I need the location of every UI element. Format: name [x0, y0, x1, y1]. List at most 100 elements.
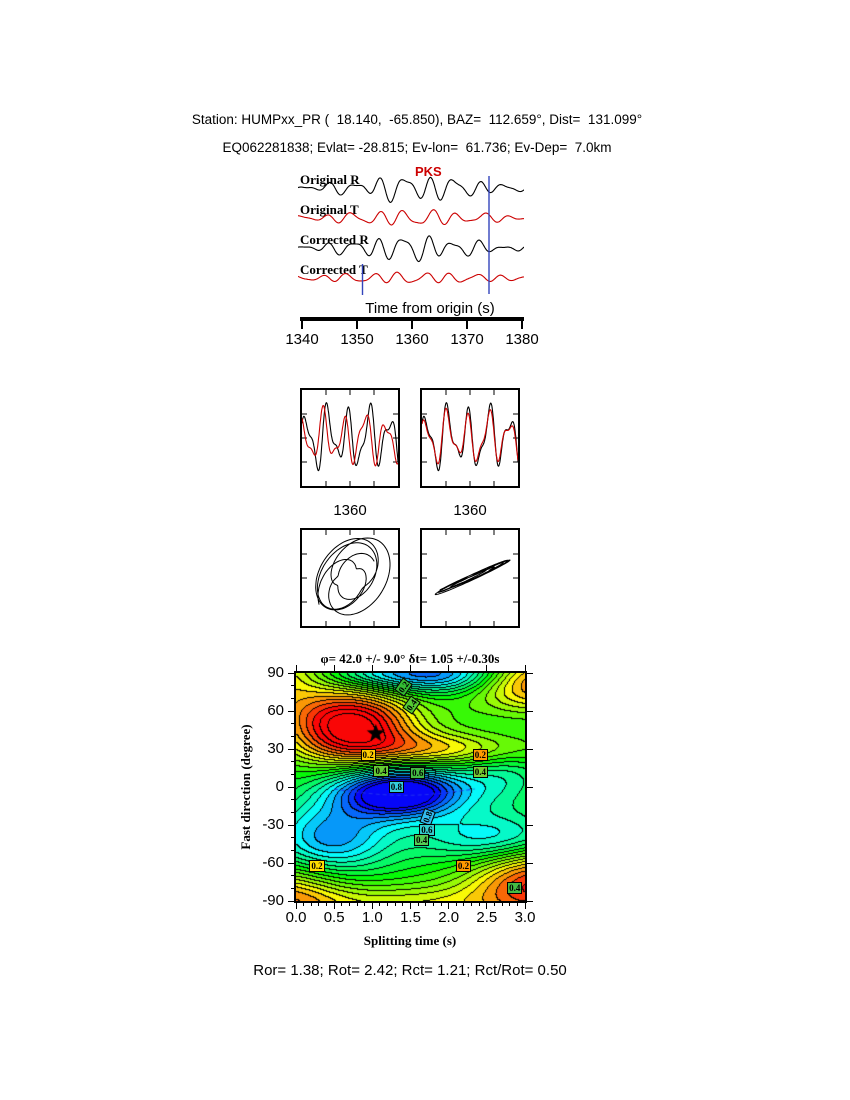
splittime-tick-label: 0.5: [323, 909, 345, 926]
phase-label: PKS: [415, 164, 442, 179]
trace-label-original-r: Original R: [300, 172, 360, 187]
splittime-minor-tick: [471, 903, 473, 906]
splittime-tick: [486, 665, 488, 671]
station-header: Station: HUMPxx_PR ( 18.140, -65.850), B…: [191, 112, 643, 127]
seismogram-trace: [298, 271, 524, 284]
time-axis-tick: [356, 321, 358, 329]
splittime-minor-tick: [326, 903, 328, 906]
splittime-tick: [448, 665, 450, 671]
time-axis-tick: [466, 321, 468, 329]
contour-annotation: 0.4: [472, 765, 488, 778]
splitting-time-axis-title: Splitting time (s): [363, 933, 457, 948]
time-axis-tick: [521, 321, 523, 329]
splittime-tick: [524, 665, 526, 671]
particle-motion-corrected: [420, 528, 520, 628]
time-axis-bar: [300, 317, 524, 321]
seismogram-trace: [298, 235, 524, 263]
splittime-tick: [371, 665, 373, 671]
contour-annotation: 0.6: [410, 767, 426, 780]
trace-label-original-t: Original T: [300, 202, 359, 217]
fastdir-minor-tick: [291, 685, 294, 687]
splittime-minor-tick: [425, 903, 427, 906]
fastdir-tick: [288, 862, 294, 864]
trace-label-corrected-t: Corrected T: [300, 262, 368, 277]
splittime-tick-label: 0.0: [285, 909, 307, 926]
splittime-tick: [524, 903, 526, 909]
splittime-tick: [295, 903, 297, 909]
splittime-minor-tick: [356, 903, 358, 906]
splittime-tick-label: 3.0: [514, 909, 536, 926]
event-header: EQ062281838; Evlat= -28.815; Ev-lon= 61.…: [222, 140, 612, 155]
time-axis-tick-label: 1380: [505, 331, 539, 348]
fastdir-tick: [527, 900, 533, 902]
zoom-corrected-plot: [421, 390, 519, 486]
splittime-minor-tick: [394, 903, 396, 906]
time-axis-tick-label: 1360: [395, 331, 429, 348]
fastdir-tick-label: -60: [262, 854, 284, 871]
contour-annotation: 0.4: [507, 882, 523, 895]
particle-motion-curve: [315, 537, 391, 616]
fastdir-minor-tick: [291, 849, 294, 851]
zoom-radial-trace: [301, 401, 399, 472]
time-axis-tick-label: 1340: [285, 331, 319, 348]
zoom-right-tick-label: 1360: [453, 502, 487, 519]
fastdir-minor-tick: [291, 811, 294, 813]
splittime-minor-tick: [303, 903, 305, 906]
zoom-left-tick-label: 1360: [333, 502, 367, 519]
particle-motion-corrected-plot: [422, 530, 518, 626]
splittime-tick: [410, 665, 411, 671]
quality-ratios-text: Ror= 1.38; Rot= 2.42; Rct= 1.21; Rct/Rot…: [253, 962, 567, 979]
splitting-result-text: φ= 42.0 +/- 9.0° δt= 1.05 +/-0.30s: [320, 651, 500, 666]
time-axis-tick-label: 1350: [340, 331, 374, 348]
splittime-minor-tick: [493, 903, 495, 906]
splittime-minor-tick: [310, 903, 312, 906]
splittime-tick-label: 1.0: [361, 909, 383, 926]
fastdir-tick-label: 0: [275, 778, 284, 795]
zoom-transverse-trace: [301, 404, 399, 467]
splittime-minor-tick: [379, 903, 381, 906]
zoom-window-corrected: [420, 388, 520, 488]
time-axis-tick: [411, 321, 413, 329]
splittime-minor-tick: [348, 903, 350, 906]
time-axis-tick-label: 1370: [450, 331, 484, 348]
splittime-tick-label: 2.0: [438, 909, 460, 926]
fastdir-tick-label: -30: [262, 816, 284, 833]
splittime-minor-tick: [516, 903, 518, 906]
particle-motion-curve: [434, 559, 511, 596]
splittime-minor-tick: [440, 903, 442, 906]
fastdir-minor-tick: [291, 697, 294, 699]
fastdir-tick: [288, 786, 294, 788]
splittime-minor-tick: [478, 903, 480, 906]
splittime-tick: [333, 903, 335, 909]
contour-annotation: 0.2: [309, 859, 325, 872]
fastdir-tick: [288, 710, 294, 712]
fastdir-tick: [288, 672, 294, 674]
fastdir-tick: [288, 824, 294, 826]
fastdir-minor-tick: [291, 875, 294, 877]
fastdir-minor-tick: [291, 735, 294, 737]
seismogram-trace: [298, 209, 524, 226]
fastdir-tick: [527, 710, 533, 712]
fastdir-tick: [288, 900, 294, 902]
fastdir-minor-tick: [291, 773, 294, 775]
trace-label-corrected-r: Corrected R: [300, 232, 369, 247]
splittime-tick-label: 2.5: [476, 909, 498, 926]
splittime-minor-tick: [455, 903, 457, 906]
fastdir-minor-tick: [291, 837, 294, 839]
splittime-minor-tick: [509, 903, 511, 906]
fastdir-tick: [527, 672, 533, 674]
time-axis-title: Time from origin (s): [365, 300, 495, 317]
splittime-minor-tick: [402, 903, 404, 906]
fastdir-minor-tick: [291, 761, 294, 763]
splittime-minor-tick: [341, 903, 343, 906]
zoom-window-original: [300, 388, 400, 488]
splittime-tick: [333, 665, 335, 671]
fastdir-minor-tick: [291, 887, 294, 889]
waveform-plot: [298, 176, 524, 295]
splittime-tick: [410, 903, 411, 909]
splittime-tick-label: 1.5: [400, 909, 421, 926]
seismogram-trace: [298, 176, 524, 203]
fastdir-tick: [527, 748, 533, 750]
splittime-minor-tick: [417, 903, 419, 906]
